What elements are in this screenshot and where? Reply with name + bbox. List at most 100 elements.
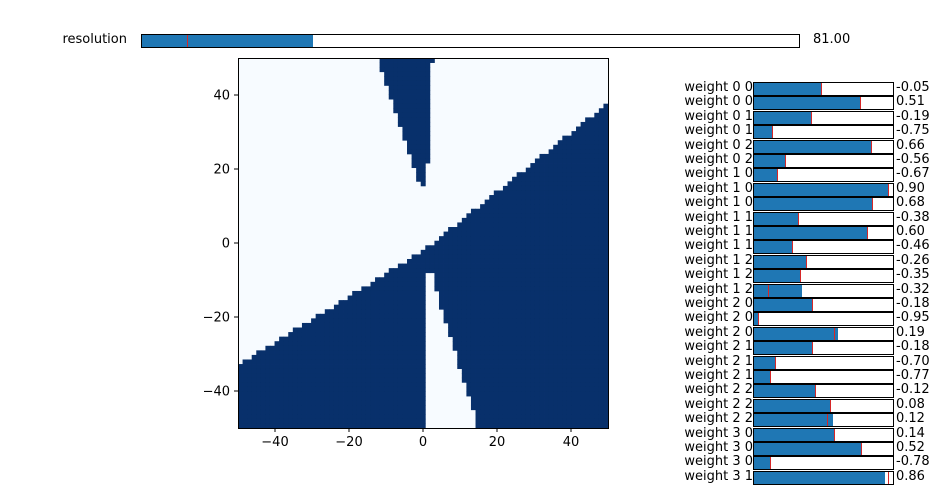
- weight-slider-fill[interactable]: [754, 356, 776, 369]
- weight-slider[interactable]: [753, 298, 894, 312]
- weight-slider-fill[interactable]: [754, 169, 778, 182]
- weight-slider[interactable]: [753, 168, 894, 183]
- heatmap-cell: [356, 327, 362, 333]
- heatmap-cell: [530, 423, 536, 429]
- heatmap-cell: [361, 423, 367, 429]
- weight-slider-fill[interactable]: [754, 212, 798, 225]
- weight-slider-fill[interactable]: [754, 155, 786, 167]
- heatmap-cell: [589, 373, 595, 379]
- weight-slider[interactable]: [753, 110, 894, 125]
- heatmap-cell: [489, 227, 495, 232]
- heatmap-cell: [553, 231, 559, 237]
- weight-slider[interactable]: [753, 82, 894, 96]
- resolution-slider[interactable]: [141, 34, 800, 48]
- weight-slider-fill[interactable]: [754, 183, 888, 196]
- heatmap-cell: [571, 281, 577, 287]
- weight-slider[interactable]: [753, 96, 894, 111]
- heatmap-cell: [521, 386, 527, 392]
- heatmap-cell: [480, 258, 486, 264]
- weight-slider[interactable]: [753, 240, 894, 255]
- heatmap-cell: [411, 423, 417, 429]
- heatmap-cell: [384, 414, 390, 420]
- weight-slider-fill[interactable]: [754, 471, 886, 484]
- weight-slider[interactable]: [753, 312, 894, 327]
- weight-slider[interactable]: [753, 226, 894, 240]
- weight-slider-fill[interactable]: [754, 126, 772, 139]
- weight-slider-fill[interactable]: [754, 284, 802, 297]
- resolution-slider-fill[interactable]: [142, 35, 313, 47]
- heatmap-cell: [594, 336, 600, 342]
- weight-slider[interactable]: [753, 427, 894, 442]
- weight-slider[interactable]: [753, 355, 894, 370]
- heatmap-cell: [352, 295, 358, 301]
- weight-slider-fill[interactable]: [754, 313, 758, 326]
- weight-slider[interactable]: [753, 470, 894, 485]
- heatmap-cell: [274, 414, 280, 420]
- heatmap-cell: [466, 217, 472, 223]
- weight-slider-fill[interactable]: [754, 140, 872, 153]
- weight-slider-fill[interactable]: [754, 198, 873, 211]
- heatmap-cell: [393, 108, 399, 114]
- weight-slider-fill[interactable]: [754, 270, 800, 283]
- heatmap-cell: [393, 76, 399, 82]
- weight-slider-row: weight 2 1 -0.77: [0, 368, 941, 384]
- heatmap-cell: [375, 286, 381, 292]
- weight-slider[interactable]: [753, 283, 894, 298]
- weight-slider-fill[interactable]: [754, 443, 862, 455]
- weight-slider[interactable]: [753, 326, 894, 341]
- weight-slider[interactable]: [753, 197, 894, 212]
- heatmap-cell: [370, 373, 376, 379]
- weight-slider[interactable]: [753, 398, 894, 413]
- heatmap-cell: [256, 382, 262, 388]
- weight-slider-fill[interactable]: [754, 342, 812, 355]
- heatmap-cell: [379, 313, 385, 319]
- weight-slider[interactable]: [753, 370, 894, 384]
- weight-slider-fill[interactable]: [754, 371, 771, 383]
- heatmap-cell: [470, 318, 476, 324]
- weight-slider[interactable]: [753, 154, 894, 168]
- heatmap-cell: [489, 272, 495, 278]
- weight-slider-fill[interactable]: [754, 241, 793, 254]
- heatmap-cell: [356, 290, 362, 296]
- weight-slider-fill[interactable]: [754, 83, 821, 95]
- weight-slider-fill[interactable]: [754, 385, 817, 398]
- heatmap-cell: [333, 341, 339, 347]
- heatmap-cell: [411, 364, 417, 370]
- heatmap-cell: [256, 414, 262, 420]
- weight-slider-fill[interactable]: [754, 457, 770, 470]
- weight-slider[interactable]: [753, 384, 894, 399]
- heatmap-cell: [333, 336, 339, 342]
- heatmap-cell: [393, 354, 399, 360]
- weight-slider-fill[interactable]: [754, 227, 867, 239]
- weight-slider[interactable]: [753, 211, 894, 226]
- heatmap-cell: [598, 382, 604, 388]
- heatmap-cell: [484, 204, 490, 210]
- weight-slider[interactable]: [753, 125, 894, 140]
- weight-slider[interactable]: [753, 182, 894, 197]
- heatmap-cell: [512, 409, 518, 415]
- weight-slider-fill[interactable]: [754, 111, 812, 124]
- weight-slider[interactable]: [753, 341, 894, 356]
- heatmap-cell: [311, 341, 317, 347]
- weight-slider-initial-marker: [811, 111, 813, 124]
- weight-slider-fill[interactable]: [754, 255, 807, 268]
- weight-slider-fill[interactable]: [754, 327, 838, 340]
- heatmap-cell: [425, 117, 431, 123]
- weight-slider-fill[interactable]: [754, 399, 831, 412]
- heatmap-cell: [288, 409, 294, 415]
- heatmap-cell: [269, 400, 275, 406]
- heatmap-cell: [585, 396, 591, 401]
- weight-slider-fill[interactable]: [754, 97, 861, 110]
- weight-slider-fill[interactable]: [754, 414, 833, 427]
- weight-slider[interactable]: [753, 456, 894, 471]
- heatmap-cell: [256, 373, 262, 379]
- heatmap-cell: [544, 199, 550, 205]
- weight-slider[interactable]: [753, 139, 894, 154]
- weight-slider[interactable]: [753, 254, 894, 269]
- heatmap-cell: [407, 382, 412, 388]
- weight-slider[interactable]: [753, 269, 894, 284]
- weight-slider-fill[interactable]: [754, 428, 835, 441]
- weight-slider[interactable]: [753, 442, 894, 456]
- weight-slider-fill[interactable]: [754, 299, 812, 311]
- weight-slider[interactable]: [753, 413, 894, 428]
